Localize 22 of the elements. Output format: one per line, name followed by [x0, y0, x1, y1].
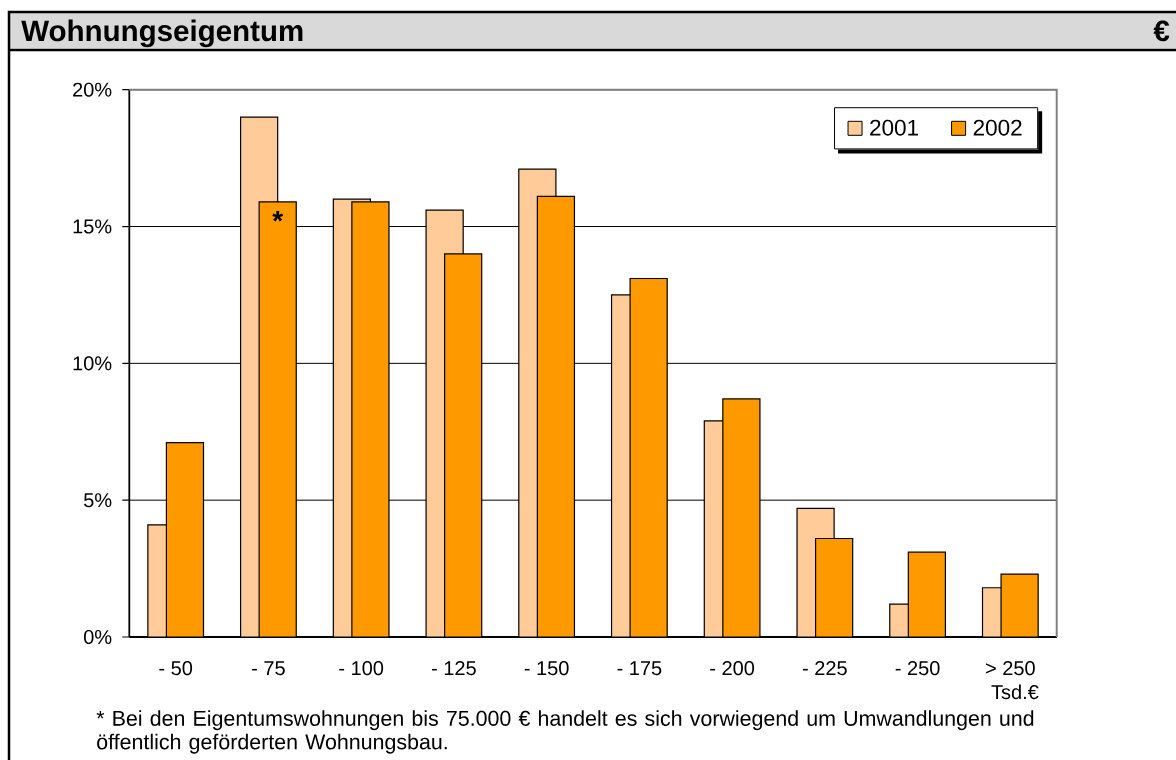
- y-tick-label: 15%: [73, 219, 112, 234]
- text: * Bei den Eigentumswohnungen bis 75.000 € handelt es sich vorwiegend um Umwandlungen und öffentlich geförderten Wohnungsbau.: [96, 710, 1034, 754]
- annotation: *: [272, 211, 284, 222]
- y-tick-label: 0%: [83, 629, 112, 645]
- x-tick-label: > 250: [986, 661, 1035, 676]
- legend-label: 2002: [973, 119, 1022, 136]
- x-tick-label: - 175: [617, 661, 662, 676]
- legend-label: 2001: [870, 119, 918, 136]
- y-tick-label: 10%: [73, 356, 112, 371]
- x-tick-label: - 50: [159, 661, 193, 676]
- y-tick-label: 20%: [73, 82, 112, 97]
- x-tick-label: - 125: [432, 661, 476, 676]
- x-axis-title: Tsd.€: [991, 684, 1039, 700]
- x-tick-label: - 250: [895, 661, 940, 676]
- text: €: [1153, 20, 1170, 42]
- x-tick-label: - 150: [524, 661, 569, 676]
- y-tick-label: 5%: [84, 493, 112, 508]
- chart-title: Wohnungseigentum: [21, 19, 303, 48]
- x-tick-label: - 225: [802, 661, 847, 676]
- x-tick-label: - 200: [710, 661, 755, 676]
- x-tick-label: - 100: [339, 661, 384, 676]
- x-tick-label: - 75: [252, 661, 285, 676]
